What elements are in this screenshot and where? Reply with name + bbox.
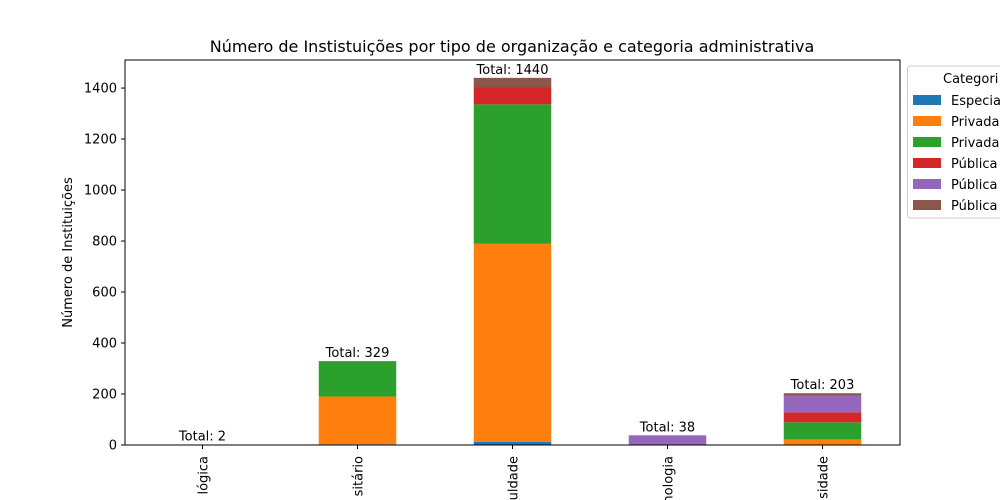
- x-axis-ticks: lógica sitário uldade nologia sidade: [197, 445, 832, 500]
- bar-segment: [783, 412, 862, 423]
- legend-label: Pública: [951, 199, 997, 214]
- legend-label: Especia: [951, 94, 1000, 109]
- legend-swatch: [913, 158, 941, 168]
- x-tick-label: sitário: [352, 456, 367, 496]
- chart-title: Número de Instistuições por tipo de orga…: [210, 37, 815, 56]
- total-label: Total: 38: [639, 420, 695, 435]
- legend-swatch: [913, 116, 941, 126]
- y-tick-label: 1200: [84, 133, 117, 148]
- total-label: Total: 1440: [476, 63, 549, 78]
- legend-title: Categori: [943, 72, 998, 87]
- bar-segment: [783, 439, 862, 445]
- y-tick-label: 0: [109, 439, 117, 454]
- y-tick-label: 600: [92, 286, 117, 301]
- y-tick-label: 800: [92, 235, 117, 250]
- legend-swatch: [913, 95, 941, 105]
- x-tick-label: uldade: [507, 456, 522, 500]
- legend: Categori Especia Privada Privada Pública Púb…: [907, 65, 1000, 219]
- y-tick-label: 400: [92, 337, 117, 352]
- total-label: Total: 2: [178, 429, 226, 444]
- total-label: Total: 203: [790, 378, 855, 393]
- total-label: Total: 329: [325, 346, 390, 361]
- y-tick-label: 200: [92, 388, 117, 403]
- y-tick-label: 1400: [84, 82, 117, 97]
- bar-segment: [318, 361, 397, 397]
- legend-swatch: [913, 179, 941, 189]
- legend-items: Especia Privada Privada Pública Pública Públi…: [913, 94, 1000, 214]
- bars: [163, 77, 862, 445]
- legend-label: Privada: [951, 136, 999, 151]
- legend-swatch: [913, 200, 941, 210]
- bar-segment: [473, 87, 552, 105]
- plot-frame: [124, 59, 901, 446]
- total-labels: Total: 2 Total: 329 Total: 1440 Total: 38 To…: [178, 63, 854, 445]
- bar-segment: [473, 104, 552, 244]
- bar-segment: [783, 422, 862, 440]
- bar-segment: [318, 396, 397, 445]
- y-tick-label: 1000: [84, 184, 117, 199]
- bar-segment: [628, 435, 707, 445]
- legend-label: Privada: [951, 115, 999, 130]
- bar-segment: [473, 441, 552, 445]
- bar-segment: [783, 395, 862, 413]
- bar-segment: [473, 243, 552, 442]
- y-axis-ticks: 0 200 400 600 800 1000 1200 1400: [84, 82, 125, 454]
- legend-label: Pública: [951, 157, 997, 172]
- legend-swatch: [913, 137, 941, 147]
- bar-segment: [783, 393, 862, 396]
- bar-segment: [318, 361, 397, 362]
- x-tick-label: sidade: [817, 456, 832, 499]
- y-axis-label: Número de Instituições: [61, 177, 76, 328]
- legend-label: Pública: [951, 178, 997, 193]
- x-tick-label: lógica: [197, 456, 212, 495]
- bar-segment: [473, 77, 552, 88]
- x-tick-label: nologia: [662, 456, 677, 500]
